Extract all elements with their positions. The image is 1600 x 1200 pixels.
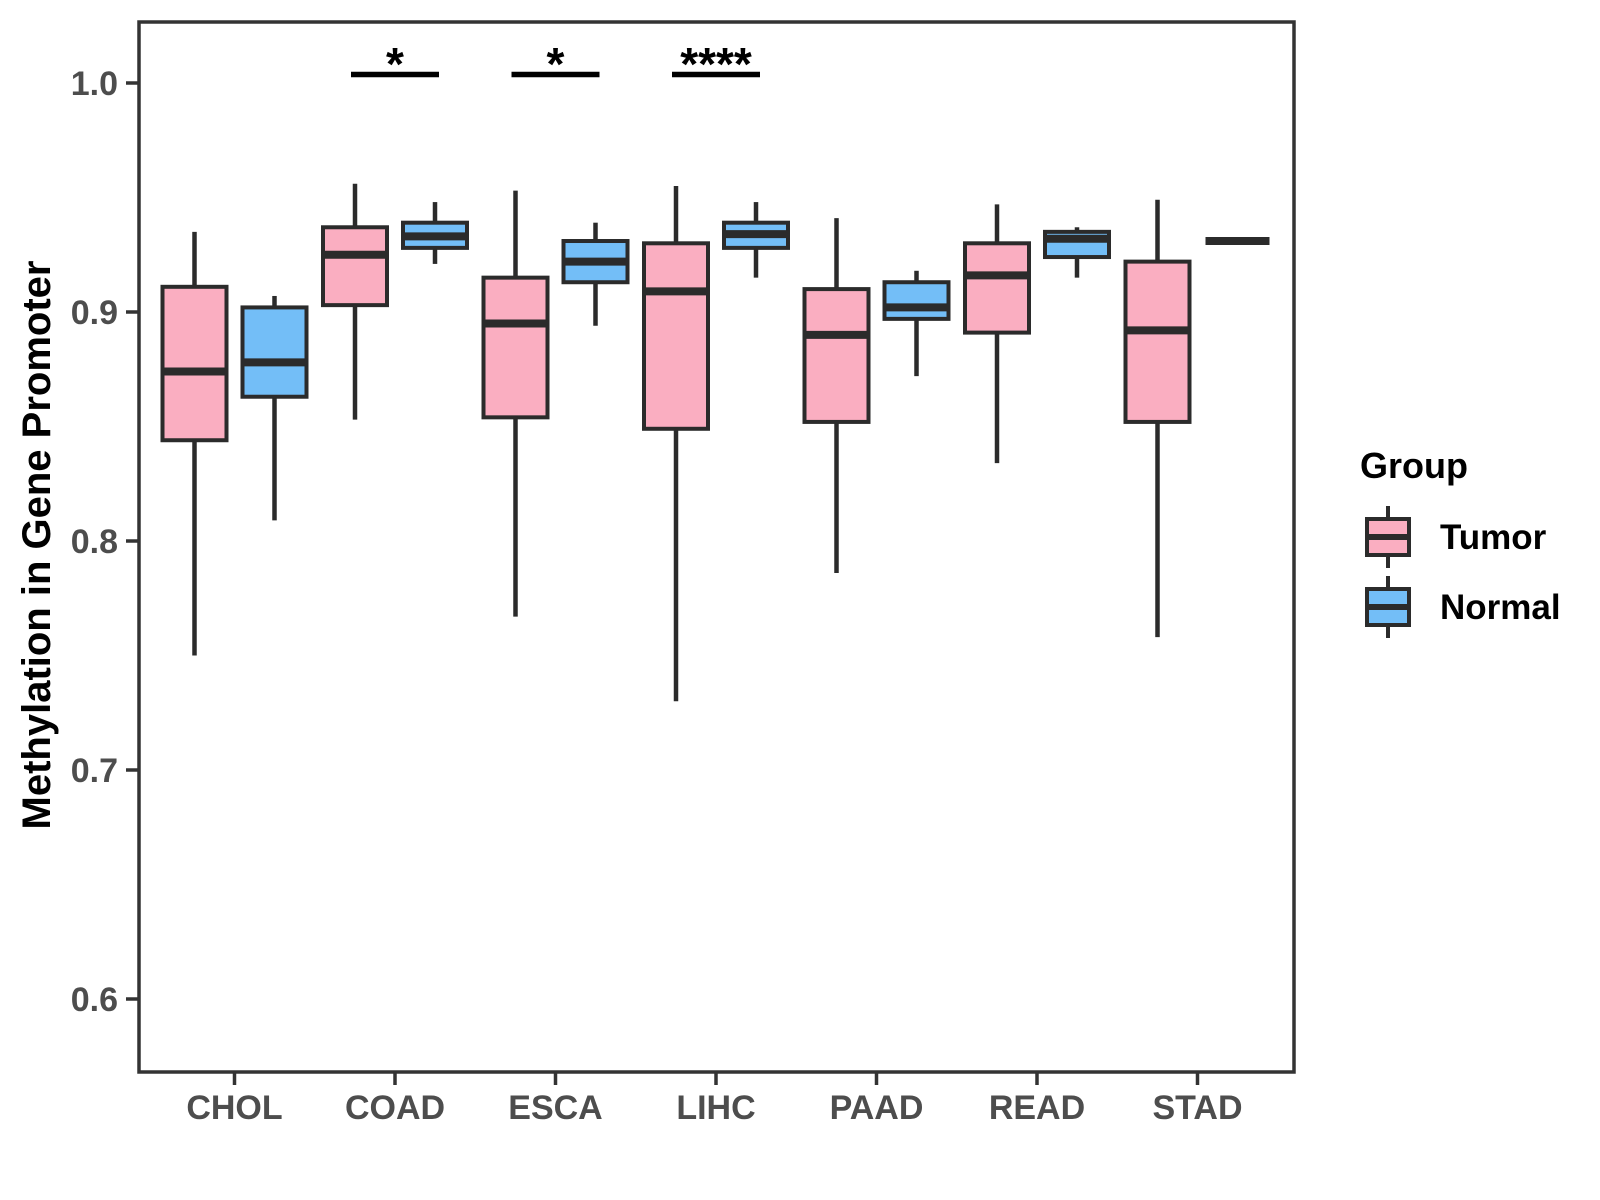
coad-tumor-box bbox=[321, 225, 389, 308]
legend-label-tumor: Tumor bbox=[1440, 517, 1547, 557]
stad-tumor-box bbox=[1123, 259, 1192, 424]
x-tick-label-stad: STAD bbox=[1152, 1089, 1242, 1127]
lihc-tumor-boxplot bbox=[642, 186, 710, 702]
y-tick-label: 0.6 bbox=[71, 981, 118, 1019]
esca-tumor-boxplot bbox=[481, 190, 550, 617]
coad-normal-boxplot bbox=[401, 202, 469, 264]
x-tick-label-read: READ bbox=[989, 1089, 1085, 1127]
chol-normal-box bbox=[240, 305, 309, 399]
significance-stars-coad: * bbox=[386, 38, 404, 90]
panel-border bbox=[137, 20, 1296, 1074]
paad-tumor-boxplot bbox=[802, 218, 871, 574]
read-tumor-box bbox=[963, 241, 1031, 335]
x-tick-label-lihc: LIHC bbox=[676, 1089, 755, 1127]
y-tick-label: 1.0 bbox=[71, 65, 118, 103]
esca-normal-boxplot bbox=[561, 222, 630, 326]
lihc-tumor-box bbox=[642, 241, 710, 431]
x-tick-label-coad: COAD bbox=[345, 1089, 445, 1127]
paad-normal-box bbox=[882, 280, 951, 321]
stad-tumor-boxplot bbox=[1123, 199, 1192, 638]
x-tick-label-chol: CHOL bbox=[186, 1089, 282, 1127]
significance-stars-lihc: **** bbox=[680, 38, 752, 90]
y-tick-label: 0.8 bbox=[71, 523, 118, 561]
y-tick-label: 0.9 bbox=[71, 294, 118, 332]
esca-tumor-box bbox=[481, 275, 550, 420]
significance-stars-esca: * bbox=[547, 38, 565, 90]
legend-title: Group bbox=[1360, 445, 1468, 486]
lihc-normal-boxplot bbox=[722, 202, 790, 278]
y-tick-label: 0.7 bbox=[71, 752, 118, 790]
coad-tumor-boxplot bbox=[321, 183, 389, 420]
paad-tumor-box bbox=[802, 287, 871, 424]
x-tick-label-paad: PAAD bbox=[830, 1089, 924, 1127]
paad-normal-boxplot bbox=[882, 270, 951, 377]
chol-tumor-box bbox=[160, 284, 229, 443]
chol-normal-boxplot bbox=[240, 295, 309, 521]
read-tumor-boxplot bbox=[963, 204, 1031, 464]
legend-item-normal: Normal bbox=[1360, 574, 1561, 640]
read-normal-boxplot bbox=[1043, 227, 1111, 278]
chol-tumor-boxplot bbox=[160, 231, 229, 656]
y-axis-title: Methylation in Gene Promoter bbox=[15, 260, 59, 830]
x-tick-label-esca: ESCA bbox=[508, 1089, 602, 1127]
normal-boxplot-glyph-icon bbox=[1365, 576, 1411, 638]
legend-item-tumor: Tumor bbox=[1360, 504, 1561, 570]
tumor-boxplot-glyph-icon bbox=[1365, 506, 1411, 568]
legend: Group Tumor Normal bbox=[1360, 448, 1561, 644]
legend-label-normal: Normal bbox=[1440, 587, 1561, 627]
